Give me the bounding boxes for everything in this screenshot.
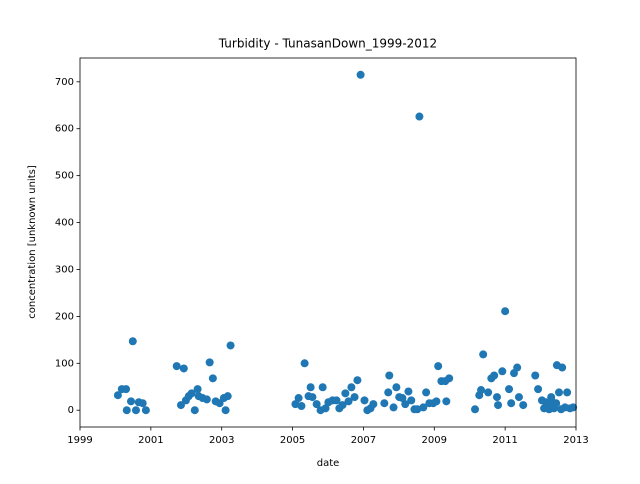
point bbox=[312, 400, 321, 409]
point bbox=[554, 388, 563, 397]
point bbox=[494, 401, 503, 410]
point bbox=[221, 406, 230, 415]
point bbox=[471, 405, 480, 414]
plot-frame bbox=[79, 57, 577, 428]
point bbox=[501, 307, 510, 316]
point bbox=[404, 387, 413, 396]
point bbox=[306, 383, 315, 392]
point bbox=[338, 401, 347, 410]
point bbox=[514, 393, 523, 402]
point bbox=[360, 396, 369, 405]
point bbox=[498, 367, 507, 376]
point bbox=[413, 405, 422, 414]
point bbox=[193, 385, 202, 394]
x-tick-label: 2009 bbox=[422, 435, 447, 446]
point bbox=[392, 383, 401, 392]
point bbox=[356, 70, 365, 79]
point bbox=[350, 393, 359, 402]
x-tick-label: 2007 bbox=[351, 435, 376, 446]
point bbox=[432, 397, 441, 406]
point bbox=[332, 396, 341, 405]
point bbox=[479, 350, 488, 359]
point bbox=[401, 400, 410, 409]
point bbox=[318, 383, 327, 392]
point bbox=[380, 399, 389, 408]
y-tick-label: 0 bbox=[68, 405, 74, 416]
point bbox=[321, 404, 330, 413]
point bbox=[505, 385, 514, 394]
point bbox=[442, 397, 451, 406]
point bbox=[369, 400, 378, 409]
x-tick-label: 2011 bbox=[492, 435, 517, 446]
point bbox=[384, 388, 393, 397]
point bbox=[226, 341, 235, 350]
point bbox=[179, 364, 188, 373]
chart-title: Turbidity - TunasanDown_1999-2012 bbox=[218, 37, 437, 51]
point bbox=[297, 402, 306, 411]
point bbox=[205, 358, 214, 367]
point bbox=[223, 392, 232, 401]
point bbox=[477, 386, 486, 395]
point bbox=[308, 393, 317, 402]
y-tick-label: 400 bbox=[55, 218, 74, 229]
point bbox=[300, 359, 309, 368]
point bbox=[445, 374, 454, 383]
point bbox=[172, 362, 181, 371]
point bbox=[415, 112, 424, 121]
point bbox=[492, 393, 501, 402]
x-tick-label: 2013 bbox=[563, 435, 588, 446]
point bbox=[398, 394, 407, 403]
point bbox=[434, 362, 443, 371]
y-tick-label: 300 bbox=[55, 264, 74, 275]
x-tick-label: 2001 bbox=[138, 435, 163, 446]
point bbox=[419, 403, 428, 412]
point bbox=[294, 394, 303, 403]
x-axis-label: date bbox=[317, 458, 340, 469]
point bbox=[347, 383, 356, 392]
point bbox=[552, 399, 561, 408]
point bbox=[208, 374, 217, 383]
y-tick-label: 600 bbox=[55, 124, 74, 135]
y-tick-label: 700 bbox=[55, 77, 74, 88]
point bbox=[513, 363, 522, 372]
point bbox=[563, 388, 572, 397]
x-tick-label: 1999 bbox=[67, 435, 92, 446]
point bbox=[484, 388, 493, 397]
point bbox=[519, 401, 528, 410]
point bbox=[407, 396, 416, 405]
point bbox=[531, 371, 540, 380]
point bbox=[569, 403, 578, 412]
point bbox=[122, 406, 131, 415]
point bbox=[131, 406, 140, 415]
point bbox=[385, 371, 394, 380]
point bbox=[127, 397, 136, 406]
point bbox=[507, 399, 516, 408]
point bbox=[353, 376, 362, 385]
point bbox=[202, 395, 211, 404]
point bbox=[389, 403, 398, 412]
y-tick-label: 200 bbox=[55, 311, 74, 322]
point bbox=[344, 397, 353, 406]
y-axis-label: concentration [unknown units] bbox=[27, 165, 38, 319]
point bbox=[490, 371, 499, 380]
point bbox=[122, 385, 131, 394]
x-tick-label: 2003 bbox=[209, 435, 234, 446]
point bbox=[190, 406, 199, 415]
x-tick-label: 2005 bbox=[280, 435, 305, 446]
point bbox=[141, 406, 150, 415]
point bbox=[113, 391, 122, 400]
point bbox=[534, 385, 543, 394]
point bbox=[291, 400, 300, 409]
point bbox=[187, 389, 196, 398]
point bbox=[422, 388, 431, 397]
point bbox=[558, 363, 567, 372]
point bbox=[128, 337, 137, 346]
y-tick-label: 500 bbox=[55, 171, 74, 182]
point bbox=[138, 399, 147, 408]
point bbox=[176, 401, 185, 410]
y-tick-label: 100 bbox=[55, 358, 74, 369]
point bbox=[341, 389, 350, 398]
